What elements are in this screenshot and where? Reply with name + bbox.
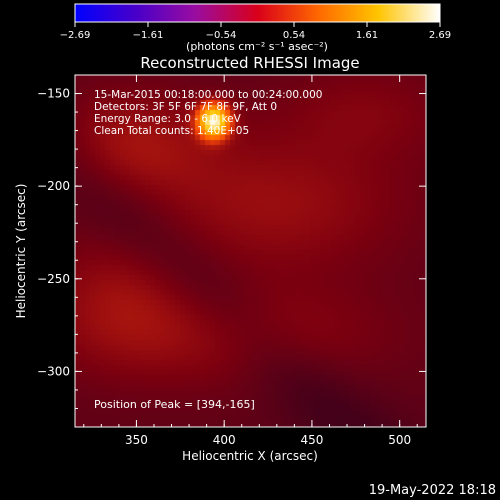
- plot-frame: [74, 74, 427, 428]
- info-line: 15-Mar-2015 00:18:00.000 to 00:24:00.000: [94, 89, 322, 101]
- plot-area: [74, 74, 427, 428]
- x-axis-label: Heliocentric X (arcsec): [182, 449, 318, 463]
- y-axis-label: Heliocentric Y (arcsec): [14, 184, 28, 319]
- info-block: 15-Mar-2015 00:18:00.000 to 00:24:00.000…: [94, 89, 322, 137]
- x-axis: 350 400 450 500: [83, 75, 418, 447]
- y-tick-label: −300: [37, 364, 70, 378]
- colorbar-tick-label: 1.61: [356, 30, 378, 41]
- y-tick-label: −200: [37, 179, 70, 193]
- heatmap-image: [75, 75, 426, 427]
- info-line: Clean Total counts: 1.40E+05: [94, 125, 249, 137]
- y-tick-label: −150: [37, 87, 70, 101]
- colorbar-tick-label: −0.54: [206, 30, 237, 41]
- footer-timestamp: 19-May-2022 18:18: [369, 483, 496, 498]
- peak-position-label: Position of Peak = [394,-165]: [94, 398, 255, 411]
- y-axis: −150 −200 −250 −300: [37, 74, 426, 409]
- colorbar-tick-label: −2.69: [60, 30, 91, 41]
- x-tick-label: 500: [388, 433, 411, 447]
- colorbar-ticks: −2.69 −1.61 −0.54 0.54 1.61 2.69: [60, 22, 451, 41]
- chart-title: Reconstructed RHESSI Image: [140, 54, 359, 72]
- x-tick-label: 400: [213, 433, 236, 447]
- colorbar-tick-label: 2.69: [429, 30, 451, 41]
- colorbar-units-label: (photons cm⁻² s⁻¹ asec⁻²): [186, 40, 328, 53]
- x-tick-label: 350: [125, 433, 148, 447]
- colorbar-tick-label: 0.54: [283, 30, 305, 41]
- info-line: Detectors: 3F 5F 6F 7F 8F 9F, Att 0: [94, 101, 277, 113]
- info-line: Energy Range: 3.0 - 6.0 keV: [94, 113, 242, 125]
- y-tick-label: −250: [37, 272, 70, 286]
- colorbar: [74, 3, 441, 23]
- x-tick-label: 450: [300, 433, 323, 447]
- colorbar-tick-label: −1.61: [133, 30, 164, 41]
